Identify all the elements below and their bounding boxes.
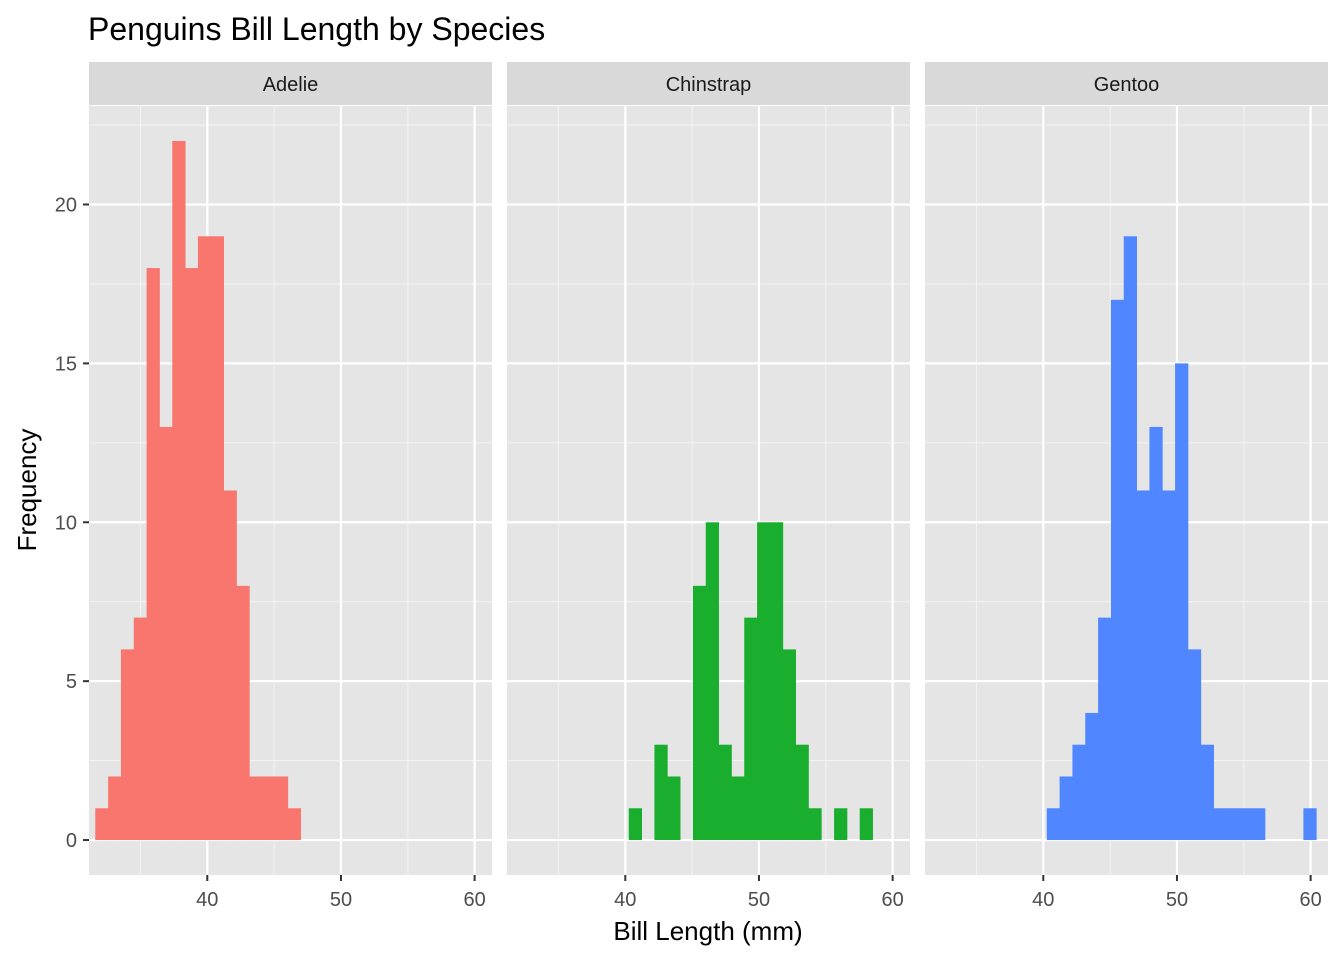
histogram-bar [108, 776, 122, 841]
histogram-bar [744, 617, 758, 841]
histogram-bar [120, 649, 135, 841]
histogram-bar [795, 744, 809, 841]
histogram-bar [1187, 649, 1202, 841]
histogram-bar [159, 426, 173, 841]
y-tick-label: 15 [55, 353, 77, 375]
histogram-bar [628, 808, 643, 841]
histogram-bar [1085, 712, 1099, 841]
y-tick-label: 20 [55, 195, 77, 217]
strip-label: Adelie [263, 74, 319, 96]
histogram-bar [95, 808, 109, 841]
y-tick-label: 0 [66, 830, 77, 852]
x-tick-label: 40 [614, 889, 636, 911]
histogram-bar [1252, 808, 1266, 841]
histogram-bar [133, 617, 148, 841]
y-axis-title: Frequency [12, 429, 42, 552]
histogram-bar [769, 522, 784, 841]
x-axis-title: Bill Length (mm) [613, 916, 802, 946]
histogram-bar [1303, 808, 1317, 841]
x-tick-label: 40 [196, 889, 218, 911]
histogram-bar [1046, 808, 1061, 841]
histogram-bar [249, 776, 263, 841]
x-tick-label: 60 [881, 889, 903, 911]
histogram-bar [667, 776, 681, 841]
histogram-bar [1098, 617, 1112, 841]
histogram-bar [808, 808, 822, 841]
histogram-bar [834, 808, 848, 841]
histogram-bar [757, 522, 771, 841]
histogram-bar [223, 490, 237, 841]
histogram-bar [1162, 490, 1176, 841]
facet-panel-adelie: Adelie 40 50 60 0 5 10 15 20 [55, 62, 492, 911]
histogram-bar [1110, 299, 1125, 841]
strip-background [507, 62, 910, 105]
x-tick-label: 60 [1299, 889, 1321, 911]
strip-background [89, 62, 492, 105]
x-tick-label: 60 [463, 889, 485, 911]
strip-label: Chinstrap [666, 74, 752, 96]
x-tick-label: 50 [330, 889, 352, 911]
histogram-bar [731, 776, 745, 841]
facet-panel-chinstrap: Chinstrap 40 50 60 [507, 62, 910, 911]
histogram-bar [1175, 363, 1189, 841]
x-tick-label: 50 [1166, 889, 1188, 911]
strip-background [925, 62, 1328, 105]
histogram-bar [1059, 776, 1073, 841]
histogram-bar [197, 236, 212, 841]
histogram-bar [782, 649, 796, 841]
histogram-bar [859, 808, 873, 841]
histogram-bar [718, 744, 732, 841]
histogram-bar [654, 744, 668, 841]
x-tick-label: 50 [748, 889, 770, 911]
histogram-bar [1123, 236, 1137, 841]
histogram-bar [1136, 490, 1150, 841]
x-tick-label: 40 [1032, 889, 1054, 911]
facet-panel-gentoo: Gentoo 40 50 60 [925, 62, 1328, 911]
histogram-bar [274, 776, 289, 841]
histogram-bar [692, 585, 707, 841]
histogram-bar [172, 140, 186, 841]
chart-title: Penguins Bill Length by Species [88, 11, 545, 47]
histogram-bar [1200, 744, 1214, 841]
histogram-bar [236, 585, 250, 841]
histogram-bar [1149, 426, 1163, 841]
histogram-bar [1213, 808, 1227, 841]
histogram-bar [262, 776, 276, 841]
y-tick-label: 5 [66, 671, 77, 693]
histogram-bar [1239, 808, 1253, 841]
strip-label: Gentoo [1094, 74, 1160, 96]
histogram-bar [1072, 744, 1086, 841]
histogram-bar [185, 268, 199, 841]
histogram-bar [210, 236, 225, 841]
histogram-bar [1226, 808, 1240, 841]
histogram-bar [705, 522, 719, 841]
histogram-bar [287, 808, 301, 841]
histogram-bar [146, 268, 160, 841]
y-tick-label: 10 [55, 512, 77, 534]
